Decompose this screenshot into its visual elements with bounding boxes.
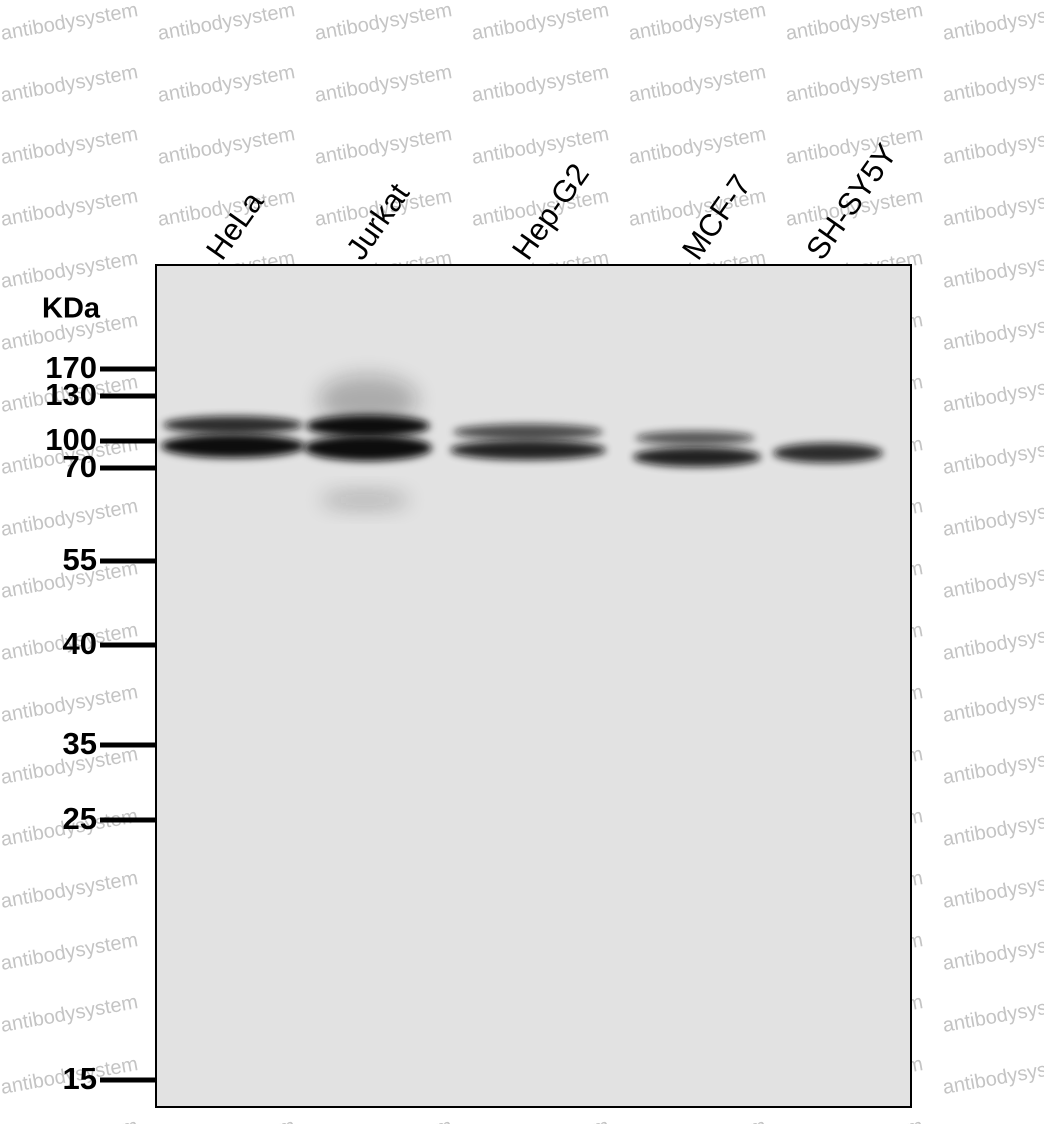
watermark: antibodysystem — [313, 61, 454, 107]
watermark: antibodysystem — [470, 0, 611, 45]
marker-label: 35 — [63, 726, 97, 761]
marker-label: 70 — [63, 449, 97, 484]
watermark: antibodysystem — [313, 0, 454, 45]
watermark: antibodysystem — [0, 0, 140, 45]
watermark: antibodysystem — [941, 433, 1044, 479]
watermark: antibodysystem — [470, 1115, 611, 1124]
watermark: antibodysystem — [0, 867, 140, 913]
watermark: antibodysystem — [941, 371, 1044, 417]
watermark: antibodysystem — [156, 123, 297, 169]
watermark: antibodysystem — [156, 0, 297, 45]
watermark: antibodysystem — [784, 61, 925, 107]
watermark: antibodysystem — [0, 495, 140, 541]
marker-label: 25 — [63, 801, 97, 836]
watermark: antibodysystem — [0, 1115, 140, 1124]
marker-label: 170 — [45, 350, 97, 385]
watermark: antibodysystem — [941, 867, 1044, 913]
watermark: antibodysystem — [941, 1115, 1044, 1124]
watermark: antibodysystem — [0, 185, 140, 231]
watermark: antibodysystem — [784, 1115, 925, 1124]
watermark: antibodysystem — [941, 309, 1044, 355]
marker-label: 100 — [45, 422, 97, 457]
watermark: antibodysystem — [941, 247, 1044, 293]
watermark: antibodysystem — [313, 1115, 454, 1124]
watermark: antibodysystem — [941, 619, 1044, 665]
watermark: antibodysystem — [627, 61, 768, 107]
bands — [161, 375, 883, 508]
unit-label: KDa — [42, 293, 101, 325]
watermark: antibodysystem — [470, 61, 611, 107]
watermark: antibodysystem — [784, 0, 925, 45]
watermark: antibodysystem — [941, 61, 1044, 107]
watermark: antibodysystem — [156, 61, 297, 107]
watermark: antibodysystem — [0, 681, 140, 727]
watermark: antibodysystem — [627, 1115, 768, 1124]
watermark: antibodysystem — [941, 0, 1044, 45]
watermark: antibodysystem — [0, 929, 140, 975]
watermark: antibodysystem — [941, 1053, 1044, 1099]
watermark: antibodysystem — [941, 929, 1044, 975]
watermark: antibodysystem — [941, 495, 1044, 541]
marker-label: 55 — [63, 542, 97, 577]
marker-label: 15 — [63, 1061, 97, 1096]
watermark: antibodysystem — [627, 0, 768, 45]
watermark: antibodysystem — [941, 681, 1044, 727]
watermark: antibodysystem — [0, 61, 140, 107]
watermark: antibodysystem — [941, 123, 1044, 169]
blot-membrane — [155, 264, 912, 1108]
watermark: antibodysystem — [470, 123, 611, 169]
watermark: antibodysystem — [941, 805, 1044, 851]
watermark: antibodysystem — [941, 185, 1044, 231]
watermark: antibodysystem — [941, 557, 1044, 603]
watermark: antibodysystem — [0, 991, 140, 1037]
watermark: antibodysystem — [941, 743, 1044, 789]
watermark: antibodysystem — [0, 123, 140, 169]
watermark: antibodysystem — [313, 123, 454, 169]
marker-label: 130 — [45, 377, 97, 412]
watermark: antibodysystem — [156, 1115, 297, 1124]
watermark: antibodysystem — [627, 123, 768, 169]
watermark: antibodysystem — [784, 123, 925, 169]
watermark: antibodysystem — [0, 247, 140, 293]
marker-label: 40 — [63, 626, 97, 661]
watermark: antibodysystem — [941, 991, 1044, 1037]
